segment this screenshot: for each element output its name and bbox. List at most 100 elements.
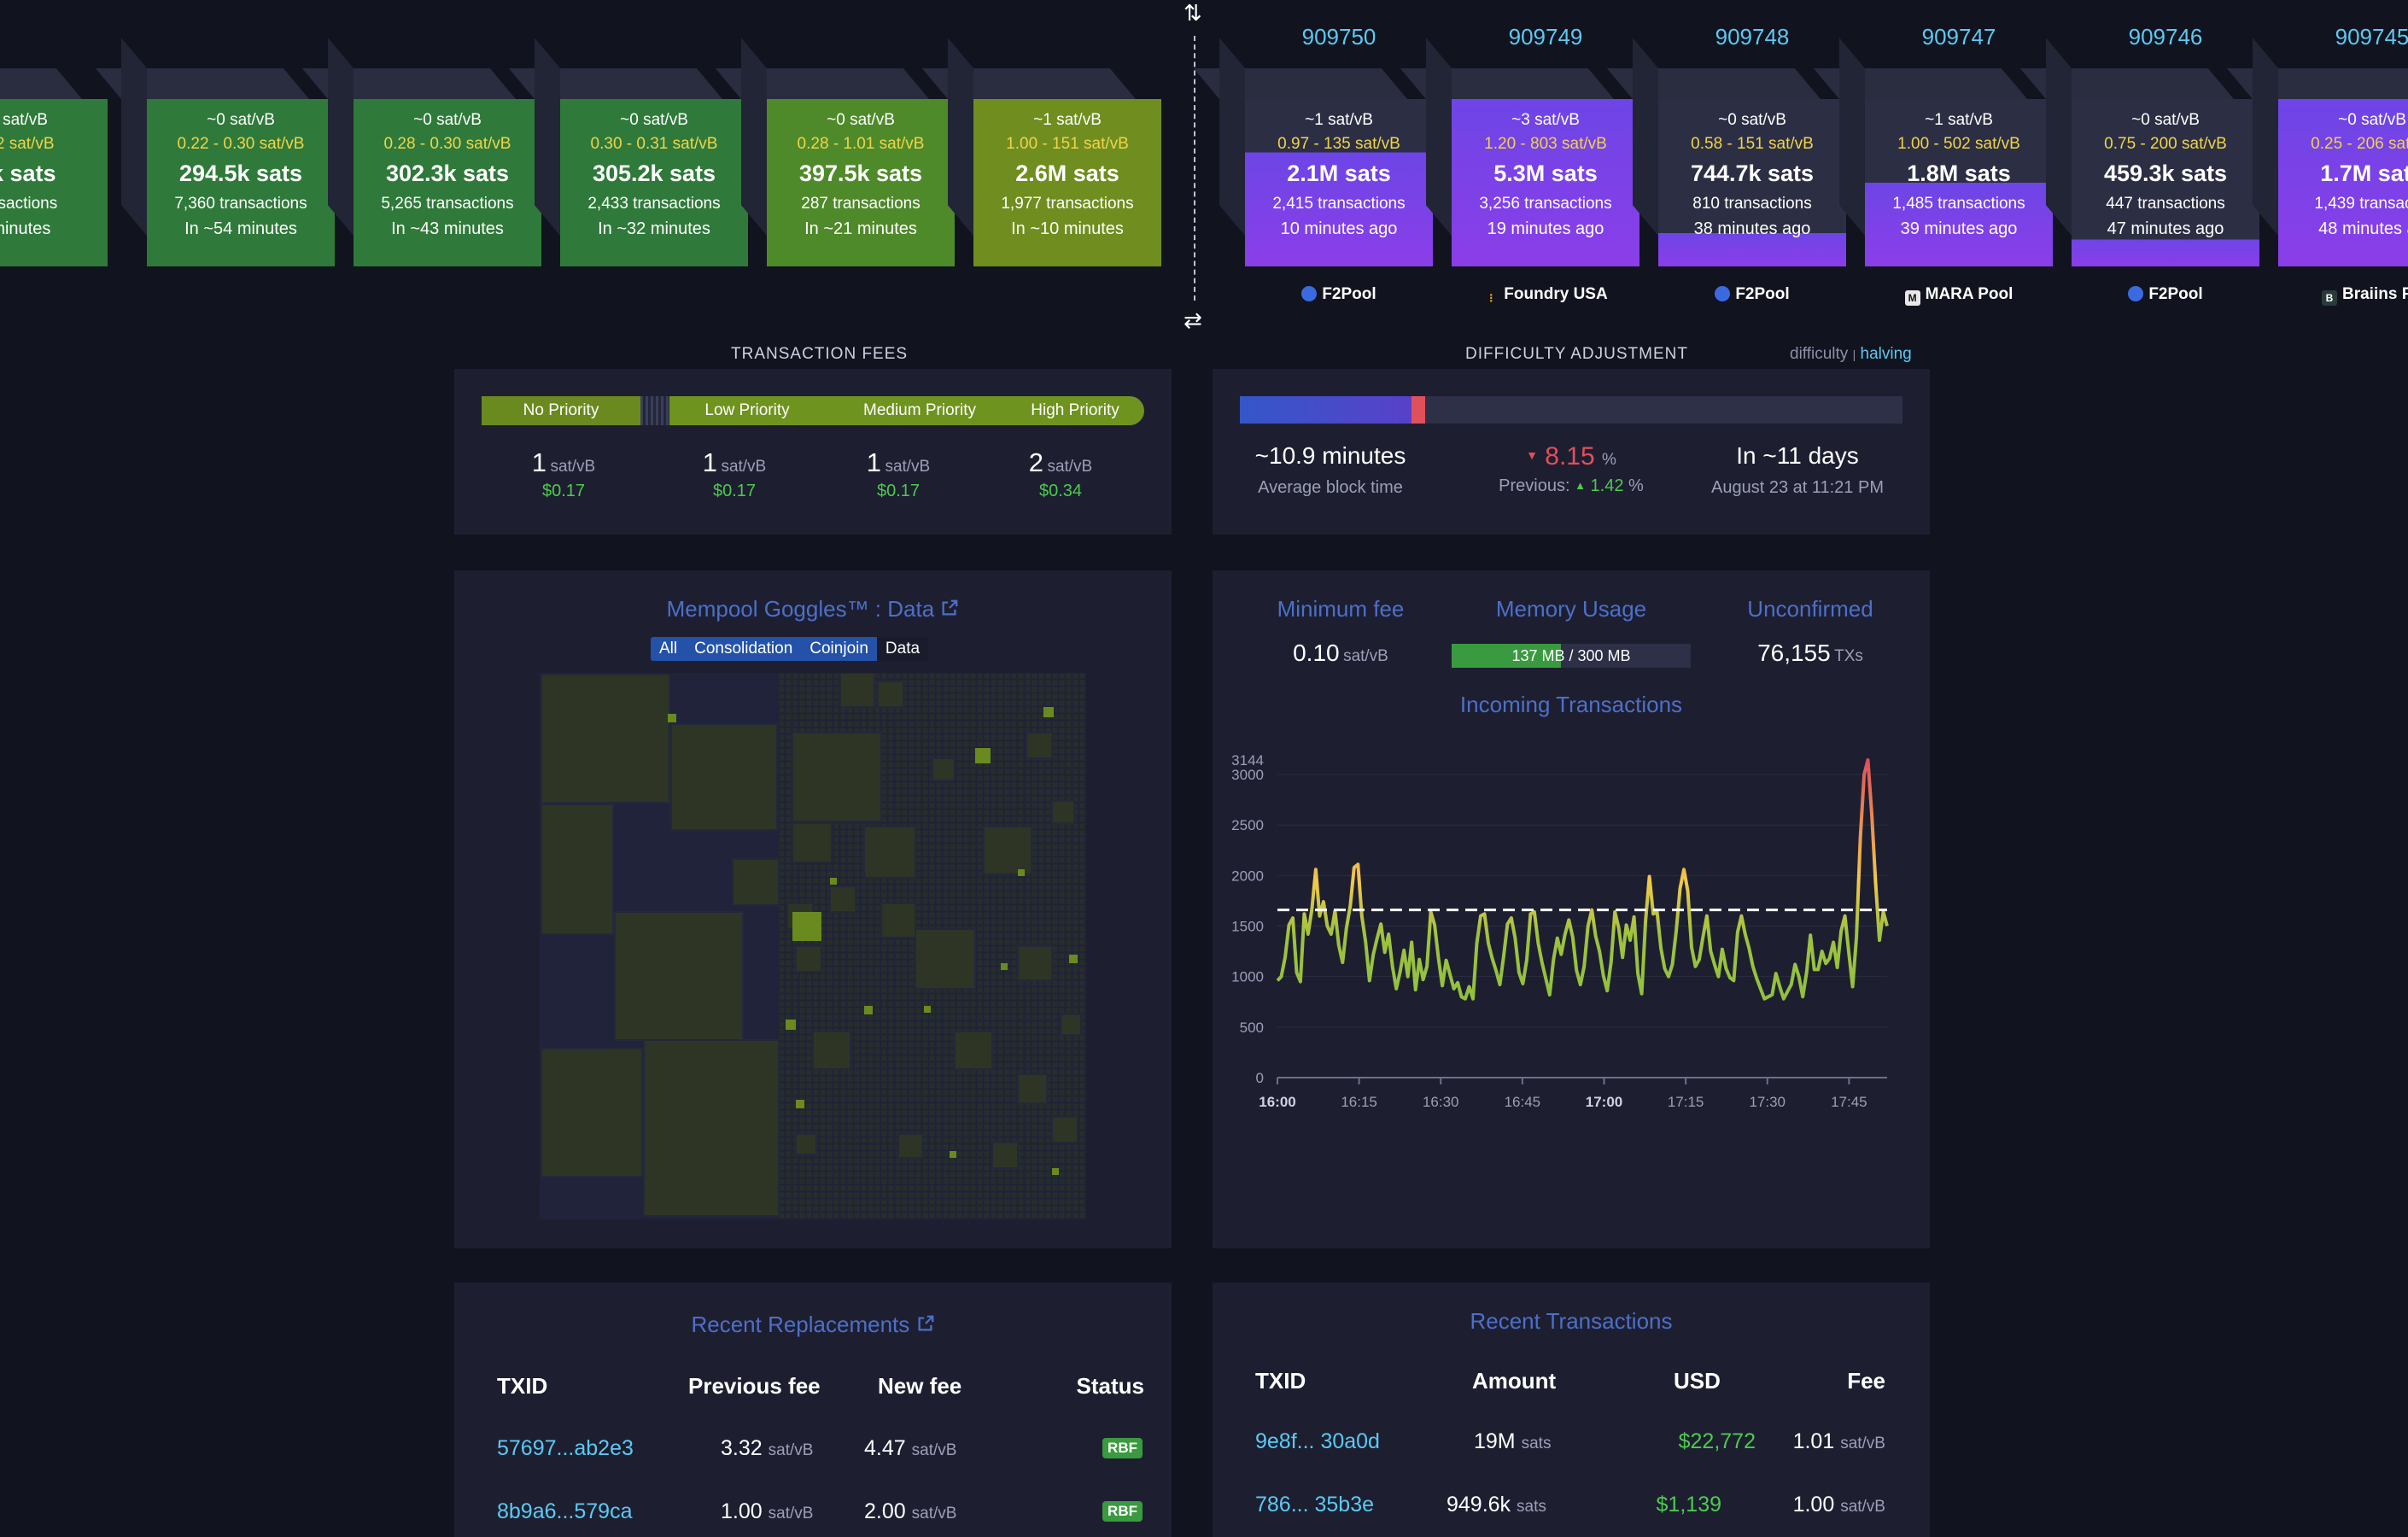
miner-label[interactable]: F2Pool <box>1658 285 1846 304</box>
fee-median: ~0 sat/vB <box>827 111 895 129</box>
memory-total: / 300 MB <box>1569 647 1631 664</box>
block-time-ago: 47 minutes ago <box>2107 219 2224 238</box>
block-side-face <box>535 38 560 236</box>
tab-all[interactable]: All <box>659 640 678 657</box>
block-size: 744.7k sats <box>1690 161 1815 186</box>
miner-label[interactable]: F2Pool <box>1245 285 1433 304</box>
block-top-face <box>0 68 82 99</box>
fee-usd: $0.17 <box>712 482 757 500</box>
swap-bottom-icon[interactable]: ⇄ <box>1184 307 1202 333</box>
tx-count: 2,433 transactions <box>587 195 721 213</box>
block-time-ago: 48 minutes ag <box>2318 219 2408 238</box>
confirmed-block[interactable]: ~0 sat/vB 0.58 - 151 sat/vB 744.7k sats 810… <box>1606 38 1846 266</box>
avg-block-time: ~10.9 minutes Average block time <box>1236 442 1424 498</box>
replacements-title[interactable]: Recent Replacements <box>454 1312 1172 1338</box>
fee-unit: sat/vB <box>550 458 596 476</box>
f2pool-icon <box>1715 286 1731 301</box>
txid-link[interactable]: 786... 35b3e <box>1255 1493 1375 1517</box>
col-previous-fee: Previous fee <box>688 1373 821 1399</box>
mempool-block[interactable]: ~0 sat/vB 0.28 - 0.30 sat/vB 302.3k sats 5,… <box>301 38 541 266</box>
mempool-block[interactable]: ~0 sat/vB 0.22 - 0.30 sat/vB 294.5k sats 7,… <box>95 38 335 266</box>
block-front-face: ~0 sat/vB 0.28 - 0.30 sat/vB 302.3k sats 5,… <box>354 99 541 266</box>
memory-used: 137 MB <box>1511 647 1565 664</box>
difficulty-toggle[interactable]: difficulty <box>1790 345 1849 363</box>
fee-unit: sat/vB <box>768 1441 814 1459</box>
goggles-title[interactable]: Mempool Goggles™ : Data <box>454 596 1172 622</box>
confirmed-block[interactable]: ~1 sat/vB 0.97 - 135 sat/vB 2.1M sats 2,415… <box>1193 38 1433 266</box>
fee-median: ~0 sat/vB <box>413 111 482 129</box>
goggles-title-text: Mempool Goggles™ : Data <box>666 596 935 622</box>
mempool-block[interactable]: ~0 sat/vB 0.22 sat/vB .6k sats transactions… <box>0 68 108 266</box>
mempool-block[interactable]: ~0 sat/vB 0.30 - 0.31 sat/vB 305.2k sats 2,… <box>508 38 748 266</box>
no-priority-label: No Priority <box>523 401 599 419</box>
tab-coinjoin[interactable]: Coinjoin <box>809 640 868 657</box>
txid-link[interactable]: 8b9a6...579ca <box>497 1499 633 1523</box>
block-eta: 5 minutes <box>0 219 51 238</box>
previous-fee: 3.32 sat/vB <box>721 1436 813 1461</box>
miner-label[interactable]: F2Pool <box>2072 285 2259 304</box>
txid-link[interactable]: 57697...ab2e3 <box>497 1436 634 1460</box>
series-line[interactable] <box>1276 758 1889 1001</box>
block-height-link[interactable]: 909747 <box>1921 24 1996 50</box>
unconfirmed: Unconfirmed 76,155 TXs <box>1716 596 1904 667</box>
tab-consolidation[interactable]: Consolidation <box>694 640 793 657</box>
halving-toggle[interactable]: halving <box>1860 345 1912 363</box>
tx-count: 7,360 transactions <box>174 195 307 213</box>
miner-label[interactable]: ⋮ Foundry USA <box>1452 285 1639 306</box>
confirmed-block[interactable]: ~1 sat/vB 1.00 - 502 sat/vB 1.8M sats 1,485… <box>1813 38 2053 266</box>
goggles-panel: Mempool Goggles™ : Data All Consolidation… <box>454 570 1172 1248</box>
swap-top-icon[interactable]: ⇅ <box>1184 0 1202 26</box>
amount: 19M sats <box>1474 1429 1551 1454</box>
miner-label[interactable]: M MARA Pool <box>1865 285 2053 306</box>
recent-transactions-title: Recent Transactions <box>1470 1308 1673 1334</box>
block-height-link[interactable]: 909750 <box>1301 24 1376 50</box>
col-usd: USD <box>1674 1368 1721 1394</box>
block-eta: In ~32 minutes <box>598 219 710 238</box>
previous-fee: 1.00 sat/vB <box>721 1499 813 1524</box>
fee-median: ~0 sat/vB <box>2131 111 2200 129</box>
fee-gap-segment <box>640 396 669 425</box>
fee-median: ~1 sat/vB <box>1033 111 1102 129</box>
replacements-title-text: Recent Replacements <box>691 1312 910 1337</box>
recent-transactions-panel: Recent Transactions TXID Amount USD Fee … <box>1213 1283 1930 1537</box>
confirmed-block[interactable]: ~0 sat/vB 0.75 - 200 sat/vB 459.3k sats 447… <box>2019 38 2259 266</box>
fee-median: ~0 sat/vB <box>620 111 688 129</box>
amount-unit: sats <box>1521 1435 1552 1452</box>
triangle-down-icon: ▼ <box>1526 448 1538 462</box>
block-eta: In ~43 minutes <box>391 219 504 238</box>
avg-block-time-label: Average block time <box>1258 478 1403 497</box>
x-tick-label: 16:30 <box>1423 1094 1459 1110</box>
mempool-block[interactable]: ~1 sat/vB 1.00 - 151 sat/vB 2.6M sats 1,977… <box>921 38 1161 266</box>
difficulty-panel: ~10.9 minutes Average block time ▼ 8.15 … <box>1213 369 1930 535</box>
block-side-face <box>2046 38 2072 236</box>
block-height-link[interactable]: 909748 <box>1715 24 1790 50</box>
confirmed-block[interactable]: ~0 sat/vB 0.25 - 206 sat/vB 1.7M sats 1,439… <box>2226 38 2408 266</box>
previous-value: 1.42 <box>1590 476 1624 495</box>
txid-link[interactable]: 9e8f... 30a0d <box>1255 1429 1380 1453</box>
difficulty-progress-bar <box>1240 396 1902 424</box>
fee-usd: $0.17 <box>541 482 586 500</box>
x-tick-label: 17:15 <box>1668 1094 1704 1110</box>
fee-median: ~0 sat/vB <box>0 111 48 129</box>
goggles-visualization[interactable] <box>540 673 1086 1219</box>
mempool-block[interactable]: ~0 sat/vB 0.28 - 1.01 sat/vB 397.5k sats 28… <box>715 38 955 266</box>
miner-label[interactable]: B Braiins Po <box>2278 285 2408 306</box>
previous-unit: % <box>1628 476 1644 495</box>
block-size: 397.5k sats <box>798 161 923 186</box>
block-size: 5.3M sats <box>1493 161 1598 186</box>
block-height-link[interactable]: 909749 <box>1508 24 1583 50</box>
miner-name: F2Pool <box>1322 285 1376 303</box>
block-front-face: ~0 sat/vB 0.58 - 151 sat/vB 744.7k sats 810… <box>1658 99 1846 266</box>
medium-priority-label: Medium Priority <box>863 401 976 419</box>
block-height-link[interactable]: 909746 <box>2128 24 2203 50</box>
block-height-link[interactable]: 909745 <box>2335 24 2408 50</box>
new-fee-value: 2.00 <box>864 1499 906 1523</box>
new-fee-value: 4.47 <box>864 1436 906 1460</box>
fee-range: 1.00 - 502 sat/vB <box>1897 135 2020 153</box>
confirmed-block[interactable]: ~3 sat/vB 1.20 - 803 sat/vB 5.3M sats 3,256… <box>1400 38 1639 266</box>
fee-median: ~1 sat/vB <box>1925 111 1993 129</box>
fee-usd: $0.34 <box>1038 482 1083 500</box>
tab-data[interactable]: Data <box>876 637 929 661</box>
block-side-face <box>328 38 354 236</box>
